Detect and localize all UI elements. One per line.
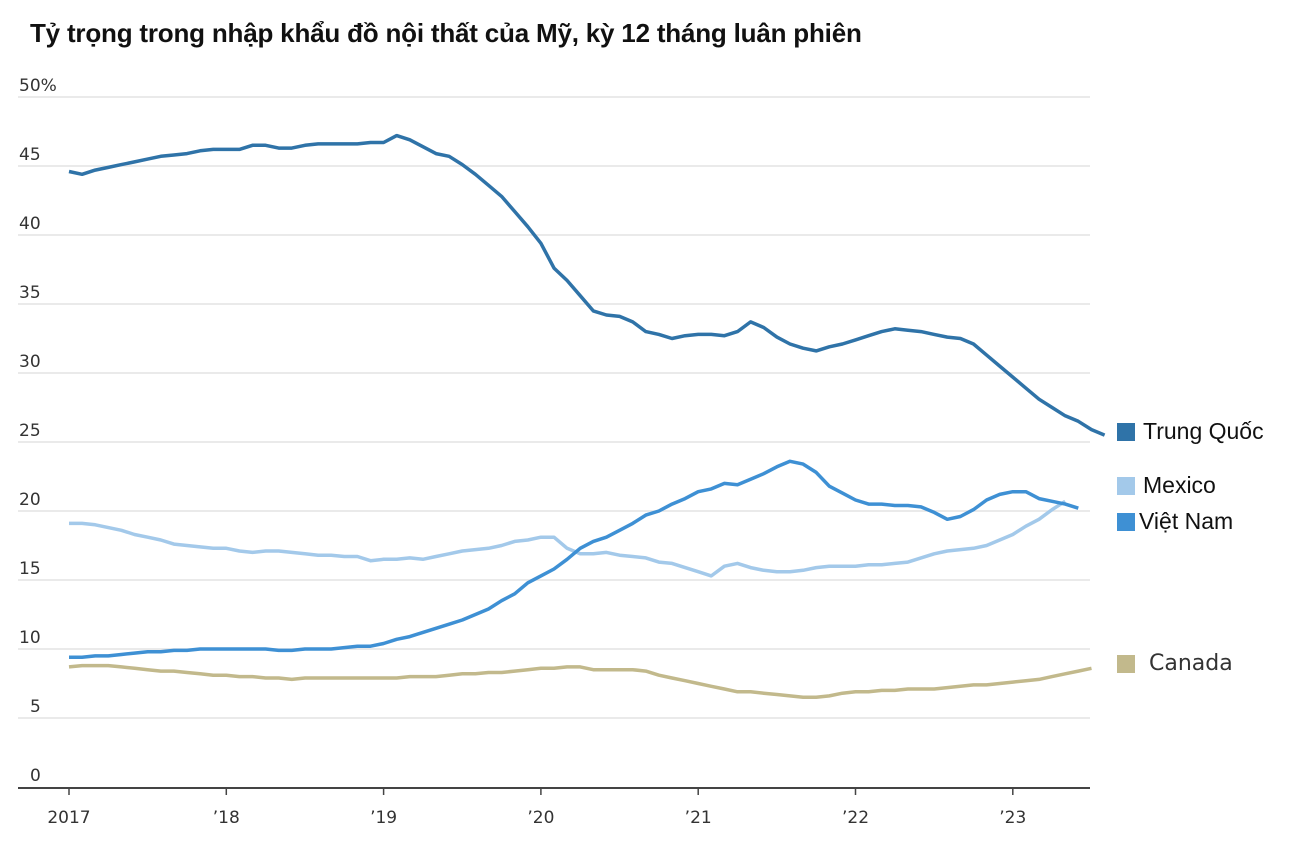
y-axis: 0 5 10 15 20 25 30 35 40 45 50%	[19, 76, 57, 786]
series-line-trung-quốc	[68, 133, 1106, 437]
y-tick-label: 0	[30, 766, 41, 786]
series-line-canada	[68, 663, 1092, 700]
x-tick-label: ’23	[999, 808, 1026, 828]
x-axis: 2017 ’18 ’19 ’20 ’21 ’22 ’23	[18, 787, 1090, 828]
series-lines	[68, 133, 1106, 700]
legend-label: Canada	[1149, 651, 1233, 676]
legend-swatch-icon	[1117, 654, 1135, 673]
y-tick-label: 45	[19, 145, 41, 165]
legend-label: Mexico	[1143, 472, 1216, 498]
x-tick-label: ’18	[213, 808, 240, 828]
y-tick-label: 25	[19, 421, 41, 441]
x-tick-label: 2017	[47, 808, 90, 828]
y-tick-label: 50%	[19, 76, 57, 96]
y-tick-label: 15	[19, 559, 41, 579]
y-tick-label: 5	[30, 697, 41, 717]
x-tick-label: ’21	[685, 808, 712, 828]
legend-item-mexico: Mexico	[1117, 472, 1216, 499]
legend-label: Trung Quốc	[1143, 418, 1264, 444]
legend-item-trung-quoc: Trung Quốc	[1117, 418, 1264, 445]
legend-swatch-icon	[1117, 422, 1135, 441]
y-tick-label: 20	[19, 490, 41, 510]
gridlines	[18, 96, 1090, 719]
x-tick-label: ’19	[370, 808, 397, 828]
y-tick-label: 40	[19, 214, 41, 234]
y-tick-label: 35	[19, 283, 41, 303]
series-line-việt-nam	[69, 459, 1079, 660]
x-tick-label: ’22	[842, 808, 869, 828]
x-tick-label: ’20	[527, 808, 554, 828]
series-line-mexico	[69, 499, 1067, 578]
legend-item-viet-nam: Việt Nam	[1117, 508, 1233, 535]
legend-label: Việt Nam	[1139, 508, 1234, 534]
legend-item-canada: Canada	[1117, 651, 1233, 676]
legend-swatch-icon	[1117, 512, 1135, 531]
chart-title: Tỷ trọng trong nhập khẩu đồ nội thất của…	[30, 18, 862, 48]
y-tick-label: 10	[19, 628, 41, 648]
y-tick-label: 30	[19, 352, 41, 372]
legend-swatch-icon	[1117, 476, 1135, 495]
